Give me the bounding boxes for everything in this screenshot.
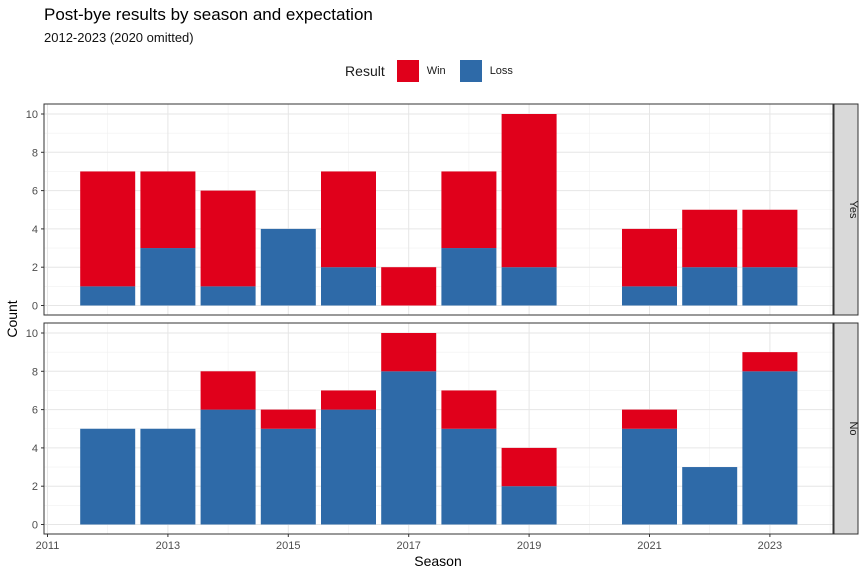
bar-win-2017: [381, 267, 437, 306]
panel-yes: 0 2 4 6 8 10 Yes: [26, 103, 859, 316]
x-tick-label: 2011: [36, 540, 60, 552]
bar-win-2012: [80, 171, 136, 287]
chart-subtitle: 2012-2023 (2020 omitted): [44, 30, 194, 45]
legend-title: Result: [345, 63, 385, 79]
y-tick-label: 10: [26, 109, 38, 121]
bar-win-2021: [622, 409, 677, 429]
facet-strip: [833, 103, 859, 316]
bar-win-2018: [441, 171, 497, 249]
bar-loss-2021: [622, 286, 677, 306]
y-tick-label: 6: [32, 405, 38, 417]
bar-loss-2016: [321, 267, 376, 306]
y-tick-label: 8: [32, 366, 38, 378]
bar-win-2019: [501, 447, 557, 487]
bar-win-2015: [260, 409, 316, 429]
panel-no: 0 2 4 6 8 10 No: [26, 322, 859, 535]
bar-win-2022: [682, 209, 738, 268]
x-tick-label: 2021: [637, 540, 661, 552]
y-tick-label: 0: [32, 520, 38, 532]
bar-win-2017: [381, 333, 437, 372]
bar-win-2013: [140, 171, 196, 249]
bar-win-2016: [321, 171, 376, 268]
y-tick-label: 2: [32, 481, 38, 493]
y-tick-label: 10: [26, 328, 38, 340]
bar-loss-2016: [321, 409, 376, 525]
x-tick-label: 2015: [276, 540, 300, 552]
legend-item-win: Win: [396, 60, 446, 82]
bar-loss-2013: [140, 428, 196, 525]
y-tick-label: 6: [32, 186, 38, 198]
bar-loss-2019: [501, 267, 557, 306]
bar-win-2023: [742, 352, 798, 372]
panel-border: [43, 322, 834, 535]
bar-win-2021: [622, 228, 677, 287]
y-axis-title: Count: [4, 300, 20, 337]
bar-loss-2022: [682, 467, 738, 525]
y-tick-label: 0: [32, 301, 38, 313]
bar-win-2014: [200, 190, 256, 287]
x-tick-label: 2019: [517, 540, 541, 552]
bar-loss-2018: [441, 248, 497, 306]
bar-loss-2015: [260, 228, 316, 306]
bar-loss-2014: [200, 286, 256, 306]
facet-strip: [833, 322, 859, 535]
bar-loss-2012: [80, 428, 136, 525]
legend-swatch-win: [396, 60, 419, 82]
bar-win-2014: [200, 371, 256, 410]
bar-win-2016: [321, 390, 376, 410]
bar-loss-2013: [140, 248, 196, 306]
x-tick-label: 2017: [396, 540, 420, 552]
y-tick-label: 4: [32, 224, 38, 236]
y-tick-label: 2: [32, 262, 38, 274]
legend-label-loss: Loss: [489, 65, 513, 77]
bar-loss-2021: [622, 428, 677, 525]
bar-win-2018: [441, 390, 497, 429]
bar-loss-2023: [742, 371, 798, 525]
x-tick-label: 2013: [156, 540, 180, 552]
x-axis-title: Season: [414, 553, 461, 569]
bar-loss-2023: [742, 267, 798, 306]
bar-win-2019: [501, 114, 557, 268]
facet-label-yes: Yes: [847, 201, 859, 219]
legend-swatch-loss: [459, 60, 482, 82]
bar-loss-2018: [441, 428, 497, 525]
bar-loss-2019: [501, 486, 557, 525]
chart-title: Post-bye results by season and expectati…: [44, 5, 373, 24]
bar-loss-2015: [260, 428, 316, 525]
bar-loss-2014: [200, 409, 256, 525]
y-tick-label: 4: [32, 443, 38, 455]
x-tick-label: 2023: [758, 540, 782, 552]
legend-item-loss: Loss: [459, 60, 513, 82]
bar-win-2023: [742, 209, 798, 268]
bar-loss-2022: [682, 267, 738, 306]
panel-border: [43, 103, 834, 316]
y-tick-label: 8: [32, 147, 38, 159]
legend: Result Win Loss: [0, 60, 864, 82]
legend-label-win: Win: [426, 65, 446, 77]
facet-label-no: No: [847, 421, 859, 435]
bar-loss-2017: [381, 371, 437, 525]
bar-loss-2012: [80, 286, 136, 306]
